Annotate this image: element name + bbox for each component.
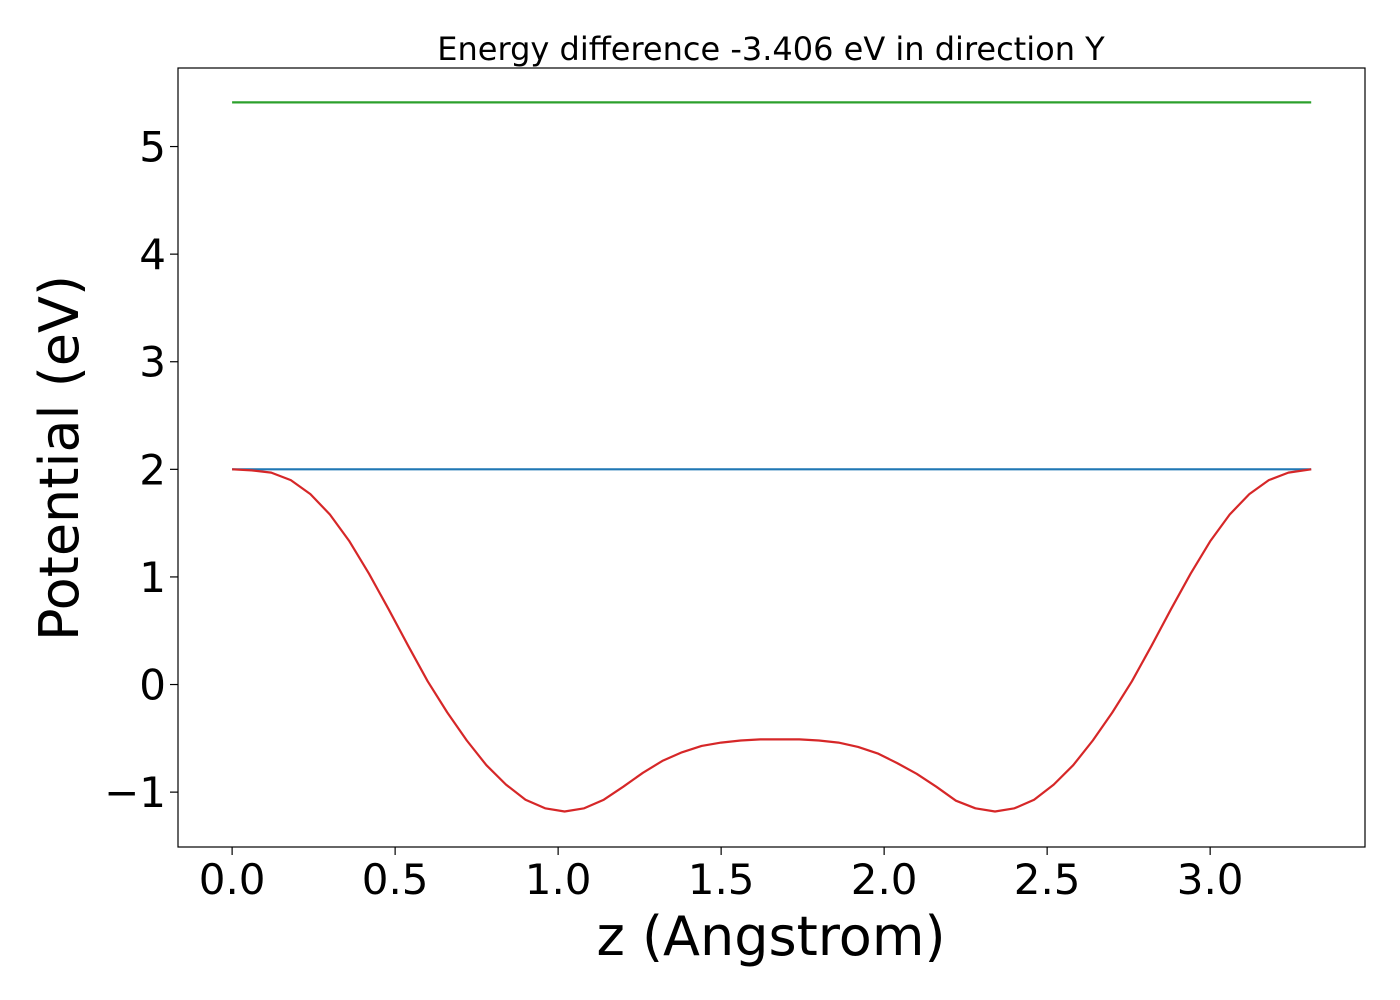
y-tick-label: 1 [139, 553, 166, 602]
x-tick-label: 2.5 [1014, 855, 1081, 904]
y-tick-label: 0 [139, 661, 166, 710]
x-tick-label: 1.0 [525, 855, 592, 904]
chart-title: Energy difference -3.406 eV in direction… [437, 30, 1105, 68]
plot-frame [177, 67, 1366, 848]
x-tick-label: 3.0 [1177, 855, 1244, 904]
x-axis: 0.0 0.5 1.0 1.5 2.0 2.5 3.0 [199, 847, 1244, 904]
x-tick-label: 0.0 [199, 855, 266, 904]
y-axis-label: Potential (eV) [28, 275, 91, 641]
x-tick-label: 0.5 [362, 855, 429, 904]
x-tick-label: 1.5 [688, 855, 755, 904]
y-tick-label: −1 [104, 768, 166, 817]
series-line-2 [232, 468, 1312, 813]
y-tick-label: 4 [139, 230, 166, 279]
plot-area [232, 101, 1312, 813]
x-axis-label: z (Angstrom) [596, 905, 945, 968]
y-tick-label: 3 [139, 338, 166, 387]
y-axis: −1 0 1 2 3 4 5 [104, 123, 178, 817]
y-tick-label: 5 [139, 123, 166, 172]
x-tick-label: 2.0 [851, 855, 918, 904]
y-tick-label: 2 [139, 445, 166, 494]
